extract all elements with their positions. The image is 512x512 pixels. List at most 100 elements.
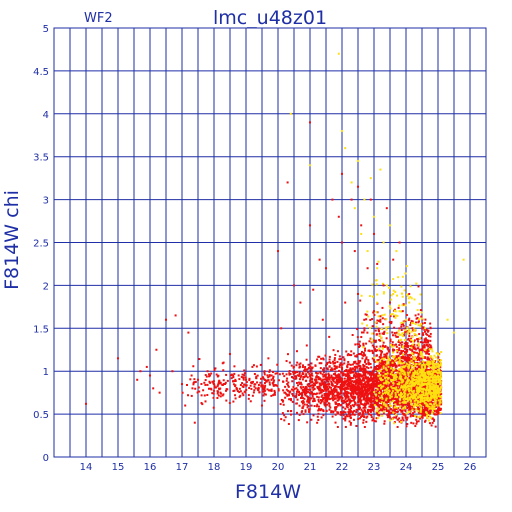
data-point bbox=[314, 393, 317, 396]
data-point bbox=[391, 344, 394, 347]
data-point bbox=[383, 330, 386, 333]
data-point bbox=[404, 416, 407, 419]
data-point bbox=[260, 385, 263, 388]
data-point bbox=[351, 384, 354, 387]
data-point bbox=[364, 405, 367, 408]
data-point bbox=[374, 377, 377, 380]
data-point bbox=[423, 399, 426, 402]
data-point bbox=[396, 369, 399, 372]
data-point bbox=[408, 395, 411, 398]
data-point bbox=[370, 396, 373, 399]
data-point bbox=[340, 370, 343, 373]
data-point bbox=[408, 317, 411, 320]
data-point bbox=[407, 403, 410, 406]
data-point bbox=[425, 412, 428, 415]
data-point bbox=[383, 369, 386, 372]
data-point bbox=[430, 396, 433, 399]
data-point bbox=[287, 381, 290, 384]
data-point bbox=[363, 393, 366, 396]
data-point bbox=[402, 361, 405, 364]
data-point bbox=[422, 377, 425, 380]
data-point bbox=[289, 390, 292, 393]
data-point bbox=[300, 383, 303, 386]
data-point bbox=[423, 350, 426, 353]
data-point bbox=[339, 362, 342, 365]
data-point bbox=[405, 314, 408, 317]
data-point bbox=[436, 381, 439, 384]
data-point bbox=[389, 340, 392, 343]
data-point bbox=[361, 392, 364, 395]
data-point bbox=[429, 411, 432, 414]
data-point bbox=[311, 395, 314, 398]
data-point bbox=[419, 375, 422, 378]
data-point bbox=[345, 405, 348, 408]
data-point bbox=[401, 363, 404, 366]
data-point bbox=[371, 391, 374, 394]
data-point bbox=[385, 370, 388, 373]
data-point bbox=[362, 344, 365, 347]
data-point bbox=[436, 387, 439, 390]
data-point bbox=[397, 400, 400, 403]
data-point bbox=[349, 414, 352, 417]
data-point bbox=[319, 389, 322, 392]
data-point bbox=[375, 392, 378, 395]
data-point bbox=[425, 366, 428, 369]
data-point bbox=[409, 369, 412, 372]
data-point bbox=[319, 371, 322, 374]
data-point bbox=[380, 361, 383, 364]
data-point bbox=[417, 313, 420, 316]
data-point bbox=[198, 358, 201, 361]
data-point bbox=[361, 413, 364, 416]
data-point bbox=[403, 342, 406, 345]
data-point bbox=[397, 376, 400, 379]
data-point bbox=[405, 362, 408, 365]
data-point bbox=[368, 386, 371, 389]
data-point bbox=[347, 391, 350, 394]
data-point bbox=[431, 393, 434, 396]
data-point bbox=[389, 338, 392, 341]
data-point bbox=[383, 408, 386, 411]
data-point bbox=[435, 392, 438, 395]
data-point bbox=[417, 321, 420, 324]
data-point bbox=[387, 381, 390, 384]
data-point bbox=[394, 343, 397, 346]
data-point bbox=[397, 356, 400, 359]
data-point bbox=[434, 366, 437, 369]
data-point bbox=[400, 381, 403, 384]
data-point bbox=[350, 407, 353, 410]
data-point bbox=[312, 388, 315, 391]
data-point bbox=[322, 375, 325, 378]
data-point bbox=[354, 375, 357, 378]
data-point bbox=[343, 401, 346, 404]
data-point bbox=[352, 410, 355, 413]
data-point bbox=[398, 372, 401, 375]
data-point bbox=[360, 387, 363, 390]
data-point bbox=[382, 391, 385, 394]
data-point bbox=[419, 366, 422, 369]
data-point bbox=[403, 357, 406, 360]
data-point bbox=[421, 368, 424, 371]
data-point bbox=[385, 355, 388, 358]
data-point bbox=[430, 387, 433, 390]
data-point bbox=[328, 386, 331, 389]
data-point bbox=[332, 362, 335, 365]
data-point bbox=[381, 306, 384, 309]
data-point bbox=[427, 347, 430, 350]
data-point bbox=[428, 422, 431, 425]
data-point bbox=[359, 412, 362, 415]
data-point bbox=[365, 313, 368, 316]
data-point bbox=[387, 364, 390, 367]
data-point bbox=[295, 350, 298, 353]
data-point bbox=[404, 401, 407, 404]
data-point bbox=[395, 355, 398, 358]
data-point bbox=[400, 420, 403, 423]
data-point bbox=[422, 366, 425, 369]
data-point bbox=[362, 354, 365, 357]
data-point bbox=[216, 390, 219, 393]
data-point bbox=[368, 371, 371, 374]
data-point bbox=[427, 381, 430, 384]
data-point bbox=[272, 384, 275, 387]
data-point bbox=[428, 384, 431, 387]
data-point bbox=[404, 375, 407, 378]
